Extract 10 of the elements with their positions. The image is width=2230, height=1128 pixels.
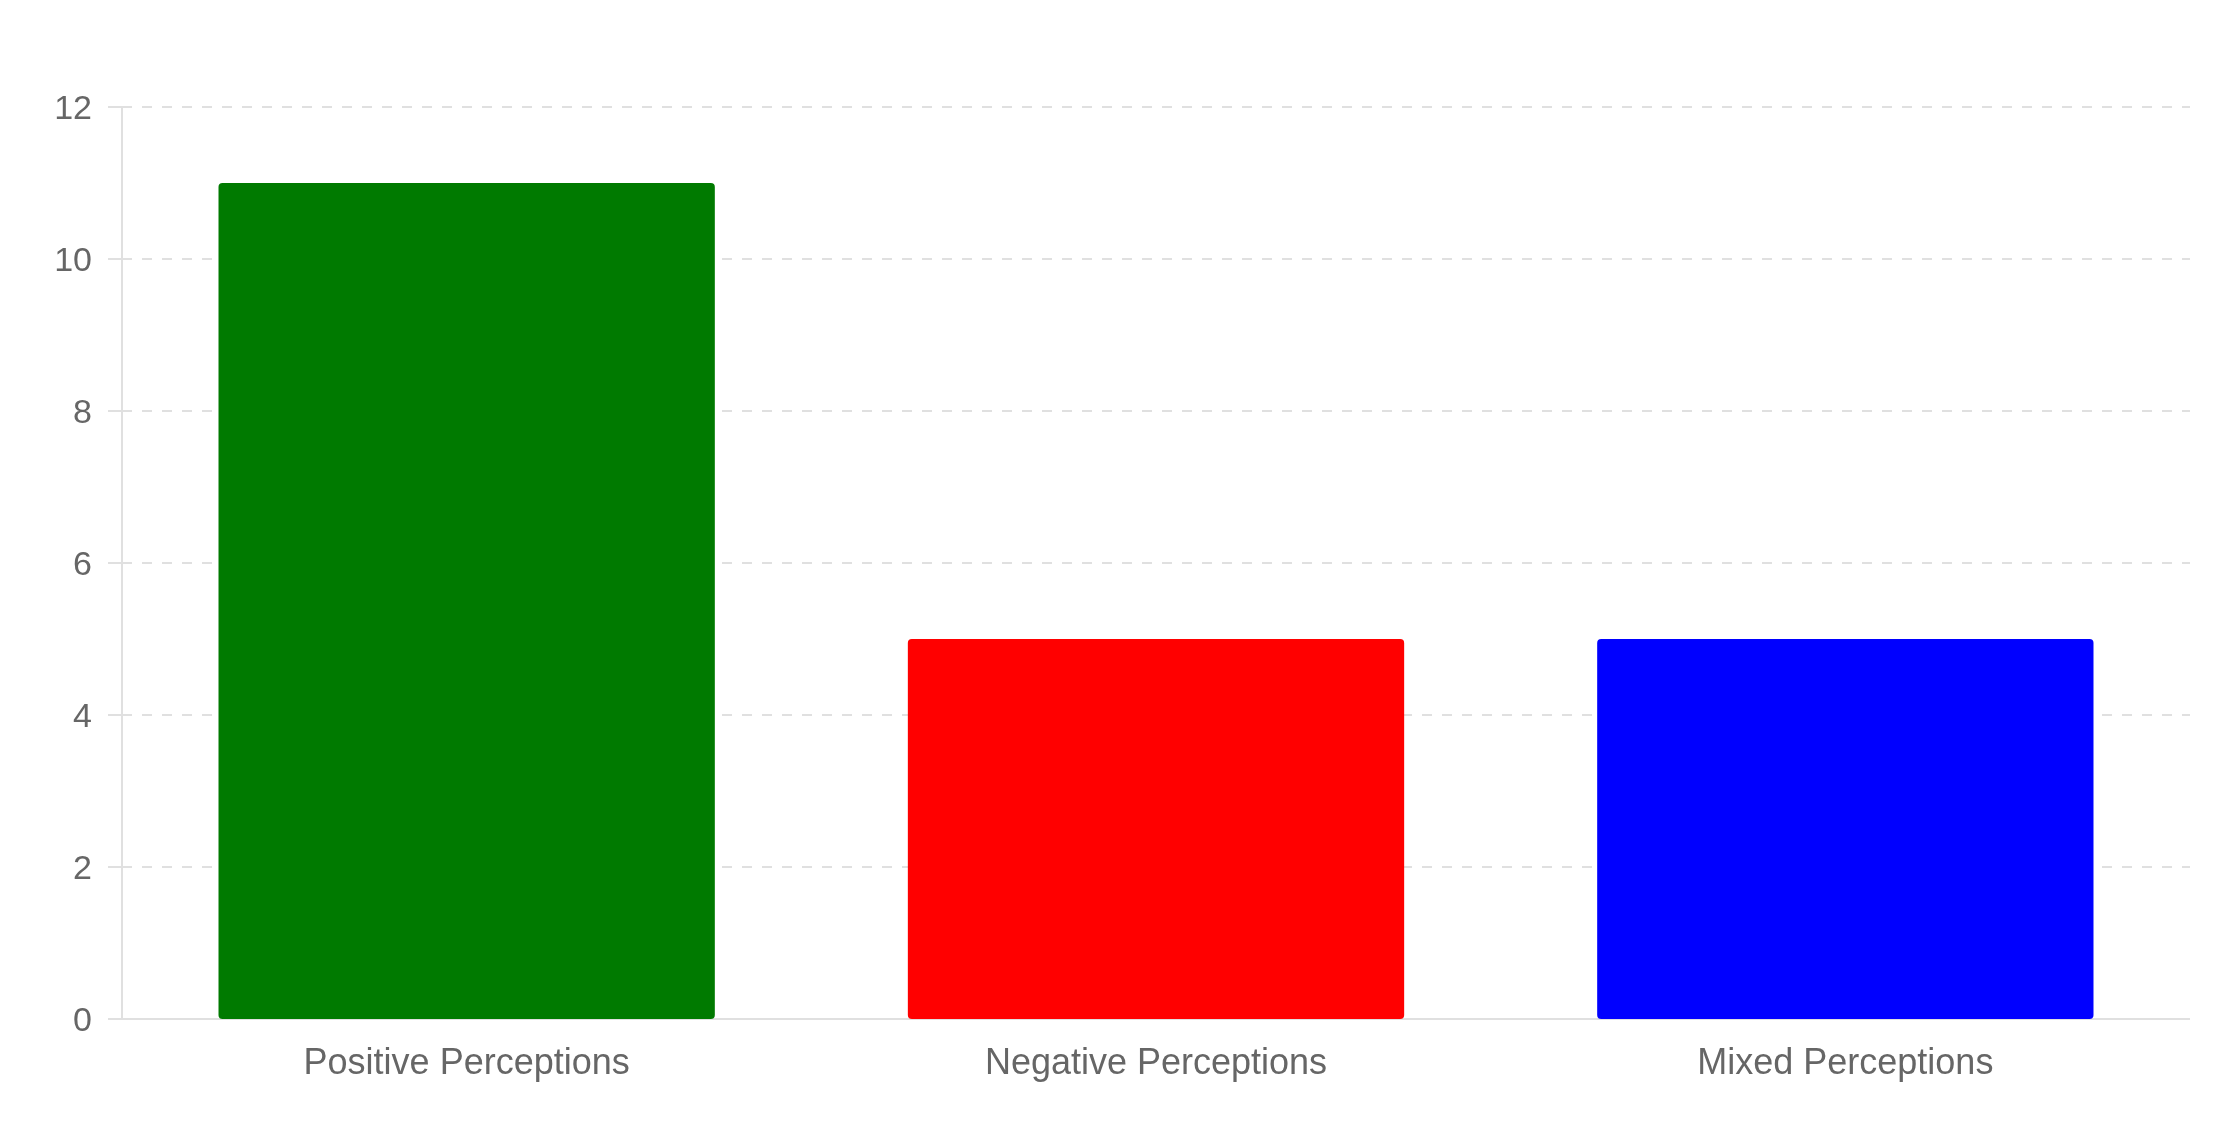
y-tick-label: 6 bbox=[73, 543, 92, 582]
y-tick-label: 0 bbox=[73, 999, 92, 1038]
x-tick-label: Mixed Perceptions bbox=[1697, 1041, 1994, 1082]
y-tick-label: 8 bbox=[73, 391, 92, 430]
y-tick-label: 2 bbox=[73, 847, 92, 886]
y-tick-label: 4 bbox=[73, 695, 92, 734]
x-tick-label: Positive Perceptions bbox=[303, 1041, 630, 1082]
x-tick-label: Negative Perceptions bbox=[984, 1041, 1328, 1082]
y-tick-label: 12 bbox=[54, 87, 92, 126]
y-tick-label: 10 bbox=[54, 239, 92, 278]
